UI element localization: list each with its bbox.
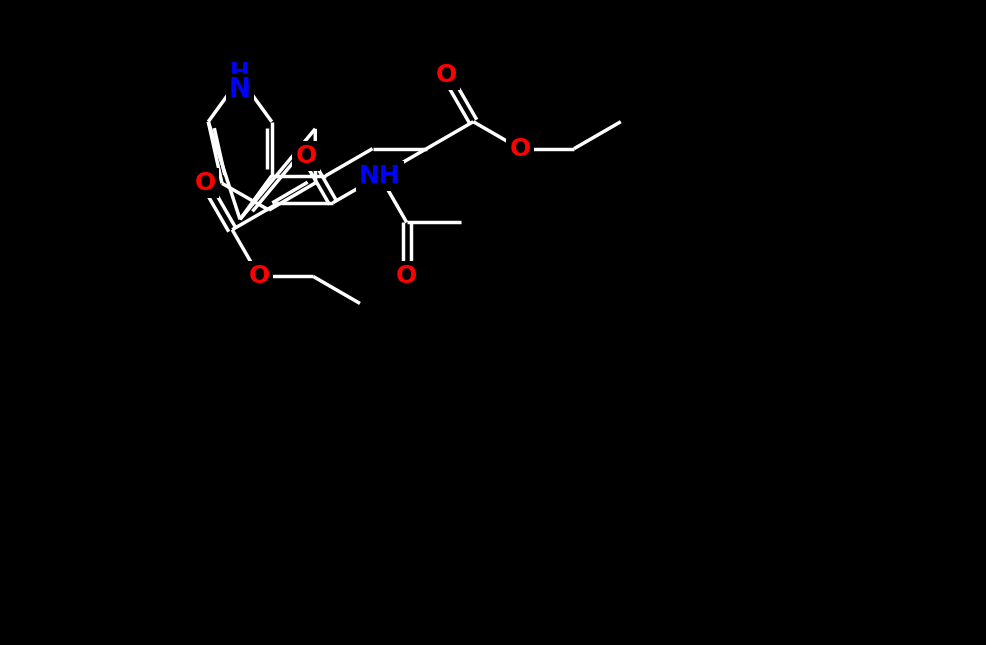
Text: O: O <box>509 137 530 161</box>
Text: O: O <box>248 264 269 288</box>
Text: O: O <box>194 171 216 195</box>
Text: O: O <box>435 63 457 87</box>
Text: N: N <box>229 77 250 103</box>
Text: O: O <box>295 144 317 168</box>
Text: O: O <box>395 264 417 288</box>
Text: NH: NH <box>359 164 400 188</box>
Text: H: H <box>230 61 249 85</box>
